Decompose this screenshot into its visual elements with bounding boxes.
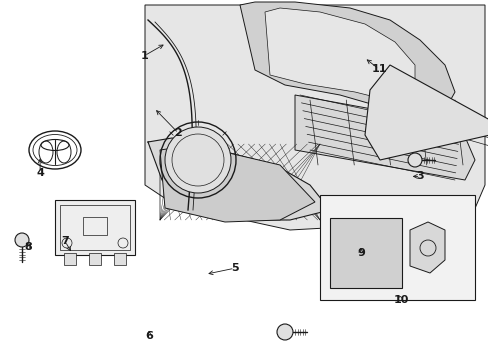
Polygon shape: [148, 138, 329, 220]
Bar: [329, 218, 401, 288]
Text: 6: 6: [145, 330, 153, 341]
Text: 7: 7: [61, 236, 69, 246]
Polygon shape: [409, 222, 444, 273]
Polygon shape: [240, 2, 454, 115]
Bar: [64, 253, 76, 265]
Text: 5: 5: [230, 263, 238, 273]
Text: 2: 2: [174, 128, 182, 138]
Bar: [55, 200, 135, 255]
Polygon shape: [145, 5, 484, 230]
Text: 8: 8: [24, 242, 32, 252]
Text: 1: 1: [140, 51, 148, 61]
Circle shape: [276, 324, 292, 340]
Bar: [60, 205, 130, 250]
Text: 10: 10: [392, 294, 408, 305]
Circle shape: [407, 153, 421, 167]
Bar: [89, 253, 101, 265]
Text: 3: 3: [416, 171, 424, 181]
Bar: [114, 253, 126, 265]
Polygon shape: [264, 8, 414, 102]
Circle shape: [164, 127, 230, 193]
Text: 11: 11: [370, 64, 386, 74]
Bar: [319, 195, 474, 300]
Polygon shape: [364, 65, 488, 160]
Polygon shape: [294, 95, 474, 180]
Polygon shape: [160, 145, 314, 222]
Circle shape: [15, 233, 29, 247]
Text: 4: 4: [36, 168, 44, 178]
Text: 9: 9: [356, 248, 364, 258]
